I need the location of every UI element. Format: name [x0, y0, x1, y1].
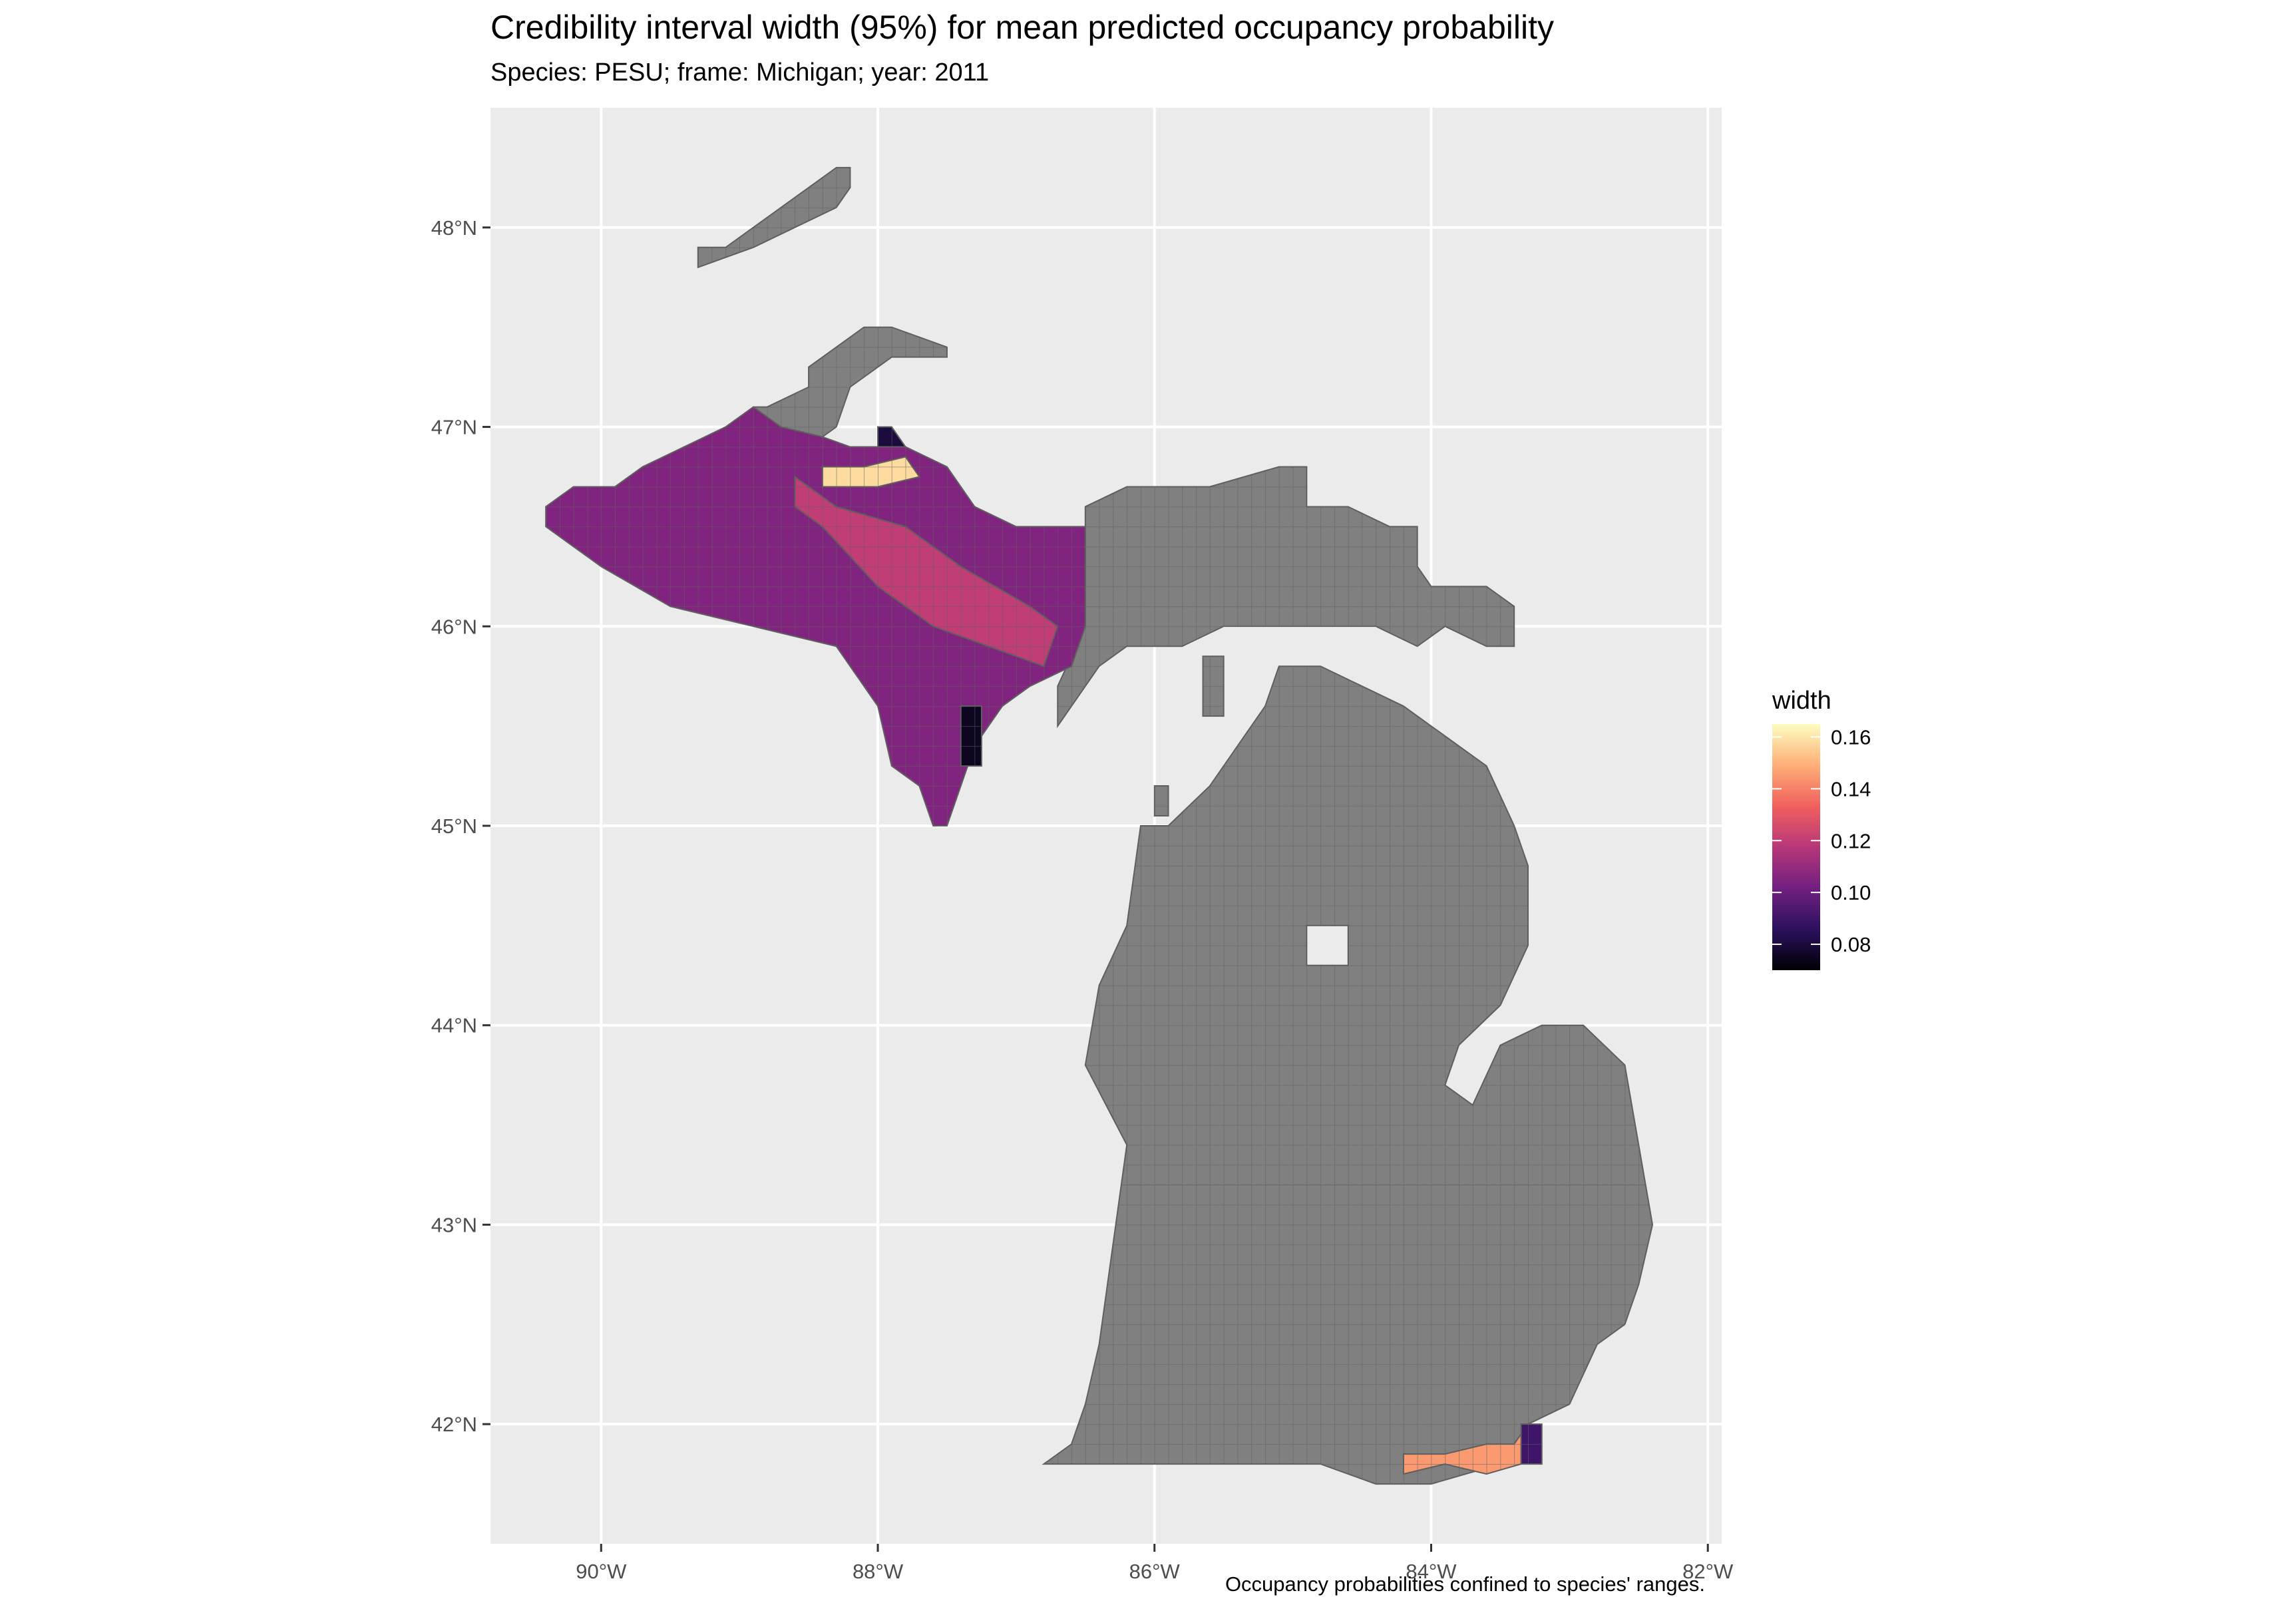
- region-eastern-upper-peninsula-cell-grid: [1057, 466, 1515, 727]
- chart-title: Credibility interval width (95%) for mea…: [490, 9, 1554, 46]
- lake-houghton-lake: [1306, 924, 1349, 966]
- y-tick-label: 47°N: [431, 416, 477, 439]
- y-tick-label: 43°N: [431, 1213, 477, 1236]
- legend-tick-label: 0.08: [1831, 933, 1871, 956]
- color-legend: width 0.16 0.14 0.12 0.10 0.08: [1772, 687, 1871, 970]
- y-tick-label: 44°N: [431, 1014, 477, 1037]
- x-tick-label: 88°W: [853, 1560, 904, 1583]
- chart-subtitle: Species: PESU; frame: Michigan; year: 20…: [490, 59, 990, 87]
- y-tick-label: 46°N: [431, 615, 477, 638]
- x-tick-label: 90°W: [576, 1560, 627, 1583]
- region-north-manitou-island-cell-grid: [1154, 786, 1169, 816]
- region-beaver-island-cell-grid: [1203, 656, 1224, 717]
- legend-tick-label: 0.12: [1831, 829, 1871, 852]
- legend-tick-label: 0.16: [1831, 725, 1871, 749]
- x-axis: 90°W 88°W 86°W 84°W 82°W: [576, 1544, 1734, 1583]
- legend-tick-label: 0.10: [1831, 881, 1871, 904]
- x-tick-label: 84°W: [1406, 1560, 1457, 1583]
- legend-tick-label: 0.14: [1831, 777, 1871, 801]
- width-region-keweenaw-rim-cell-grid: [878, 427, 906, 447]
- width-region-central-upper-peninsula-cell-grid: [795, 476, 1058, 667]
- legend-title: width: [1772, 687, 1831, 715]
- region-lower-peninsula-cell-grid: [1044, 666, 1653, 1485]
- width-region-southern-michigan-border-cell-grid: [1403, 1424, 1528, 1475]
- map-cells: [545, 166, 1654, 1485]
- x-tick-label: 86°W: [1129, 1560, 1181, 1583]
- region-keweenaw-peninsula-cell-grid: [753, 327, 947, 437]
- width-region-escanaba-shore-cell-grid: [960, 706, 982, 767]
- x-tick-label: 82°W: [1682, 1560, 1734, 1583]
- width-region-marquette-shore-cell-grid: [822, 456, 920, 487]
- y-tick-label: 42°N: [431, 1413, 477, 1436]
- y-tick-label: 48°N: [431, 216, 477, 240]
- width-region-western-upper-peninsula-cell-grid: [546, 407, 1085, 826]
- region-isle-royale-cell-grid: [697, 167, 851, 268]
- legend-ticks: 0.16 0.14 0.12 0.10 0.08: [1772, 725, 1871, 956]
- y-axis: 42°N 43°N 44°N 45°N 46°N 47°N 48°N: [431, 216, 490, 1436]
- width-region-detroit-river-cell-grid: [1521, 1424, 1542, 1465]
- legend-colorbar: [1772, 724, 1820, 970]
- chart-caption: Occupancy probabilities confined to spec…: [1225, 1572, 1705, 1596]
- y-tick-label: 45°N: [431, 814, 477, 838]
